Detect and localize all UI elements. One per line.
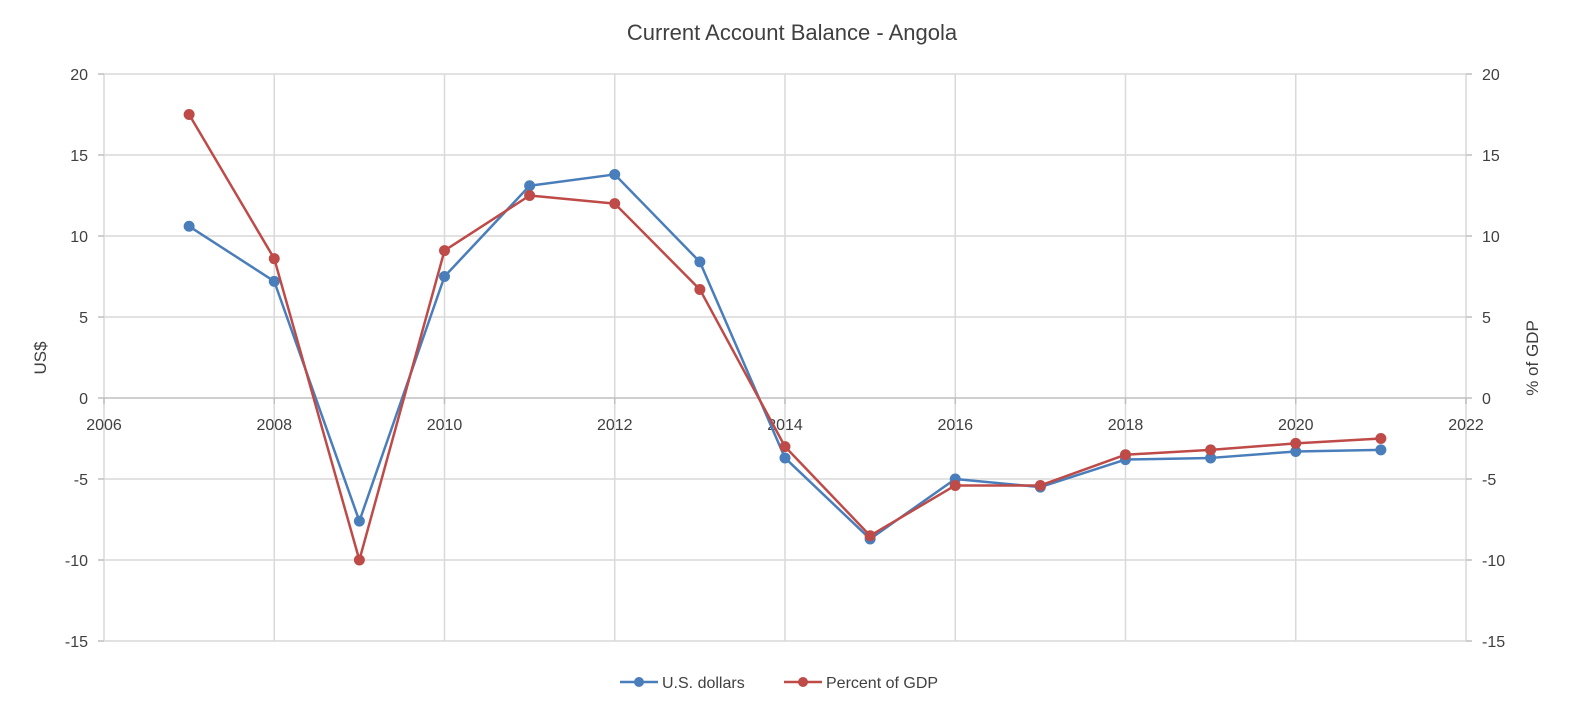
data-point-gdp [779, 441, 791, 453]
data-point-gdp [183, 109, 195, 120]
x-tick-label: 2006 [86, 417, 122, 434]
y-axis-label: US$ [31, 341, 50, 375]
data-point-gdp [864, 530, 876, 542]
y2-axis-label: % of GDP [1523, 320, 1542, 396]
legend-label-usd: U.S. dollars [662, 675, 745, 692]
data-point-gdp [268, 253, 280, 265]
y-tick-label: 15 [70, 148, 88, 165]
data-point-usd [183, 220, 195, 232]
x-tick-label: 2022 [1448, 417, 1484, 434]
x-tick-label: 2008 [256, 417, 292, 434]
x-tick-label: 2010 [427, 417, 463, 434]
data-point-gdp [609, 198, 621, 210]
y-tick-label: -15 [65, 634, 88, 651]
data-point-usd [268, 275, 280, 287]
data-point-usd [694, 256, 706, 268]
data-point-usd [1375, 444, 1387, 456]
y-tick-label: 10 [70, 229, 88, 246]
y2-tick-label: 15 [1482, 148, 1500, 165]
data-point-gdp [353, 554, 365, 566]
x-tick-label: 2016 [937, 417, 973, 434]
y2-tick-label: 0 [1482, 391, 1491, 408]
legend-marker-gdp [798, 677, 808, 687]
legend-marker-usd [634, 677, 644, 687]
axes [98, 73, 1472, 642]
data-point-gdp [1290, 437, 1302, 449]
y-tick-label: -10 [65, 553, 88, 570]
x-tick-label: 2012 [597, 417, 633, 434]
x-tick-label: 2018 [1108, 417, 1144, 434]
series-layer [183, 109, 1387, 566]
y2-tick-label: -5 [1482, 472, 1496, 489]
data-point-gdp [1120, 449, 1131, 461]
data-point-gdp [694, 283, 706, 295]
data-point-usd [439, 271, 450, 282]
y-tick-label: 0 [79, 391, 88, 408]
data-point-usd [524, 180, 536, 192]
x-tick-label: 2020 [1278, 417, 1314, 434]
legend-label-gdp: Percent of GDP [826, 675, 938, 692]
data-point-usd [779, 452, 791, 464]
y2-tick-label: -10 [1482, 553, 1505, 570]
data-point-gdp [524, 190, 536, 201]
data-point-gdp [1034, 479, 1046, 491]
data-point-gdp [949, 479, 961, 491]
y2-tick-label: 5 [1482, 310, 1491, 327]
y-tick-label: 20 [70, 67, 88, 84]
data-point-usd [609, 168, 621, 180]
grid [104, 73, 1466, 642]
data-point-usd [353, 515, 365, 527]
y-tick-label: -5 [74, 472, 88, 489]
data-point-gdp [1205, 444, 1217, 456]
y-tick-label: 5 [79, 310, 88, 327]
y2-tick-label: 10 [1482, 229, 1500, 246]
legend[interactable]: U.S. dollars Percent of GDP [620, 675, 938, 692]
y2-tick-label: -15 [1482, 634, 1505, 651]
data-point-gdp [1375, 433, 1387, 444]
chart-title: Current Account Balance - Angola [627, 20, 958, 45]
data-point-gdp [439, 245, 450, 257]
y2-tick-label: 20 [1482, 67, 1500, 84]
